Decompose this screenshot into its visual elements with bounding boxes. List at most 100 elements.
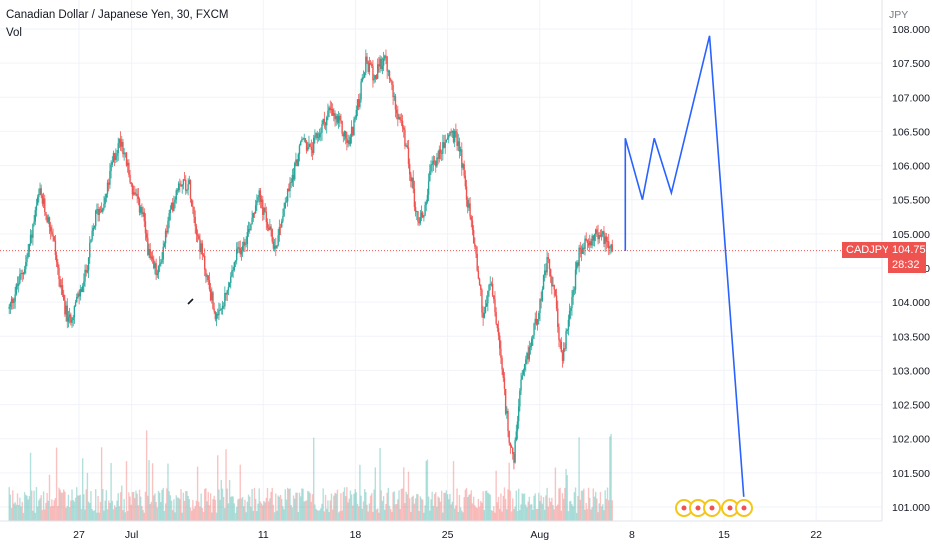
volume-bar — [404, 503, 406, 521]
volume-bar — [347, 502, 349, 521]
candle-body — [310, 146, 313, 150]
volume-bar — [79, 494, 82, 521]
candle-body — [246, 232, 249, 244]
volume-bar — [549, 501, 552, 521]
volume-bar — [58, 487, 60, 521]
candle-body — [17, 283, 20, 286]
volume-bar — [367, 511, 369, 521]
volume-bar — [110, 462, 112, 521]
candle-body — [353, 119, 355, 135]
candle-body — [362, 77, 365, 79]
volume-bar — [256, 511, 258, 521]
volume-bar — [288, 488, 290, 521]
candle-body — [390, 79, 392, 81]
candle-body — [343, 131, 346, 137]
volume-bar — [430, 499, 432, 521]
volume-bar — [531, 504, 533, 521]
candle-body — [323, 119, 326, 123]
volume-bar — [574, 487, 577, 521]
candle-body — [469, 203, 471, 217]
candle-body — [529, 346, 532, 348]
candle-body — [320, 132, 322, 134]
volume-bar — [117, 493, 119, 521]
candle-body — [284, 202, 286, 209]
volume-bar — [78, 495, 80, 521]
volume-bar — [302, 488, 304, 521]
volume-bar — [527, 501, 529, 521]
candle-body — [253, 212, 256, 214]
candle-body — [440, 152, 443, 154]
candle-body — [541, 289, 544, 301]
candle-body — [506, 411, 508, 414]
candle-body — [84, 269, 86, 282]
volume-bar — [46, 492, 48, 521]
candle-body — [205, 269, 207, 277]
candle-body — [572, 290, 574, 297]
volume-bar — [260, 503, 263, 521]
candle-body — [451, 131, 454, 133]
volume-bar — [209, 493, 212, 521]
volume-bar — [227, 503, 230, 521]
volume-bar — [528, 496, 531, 521]
volume-bar — [174, 512, 176, 521]
candle-body — [295, 159, 297, 164]
volume-bar — [112, 509, 115, 521]
volume-bar — [438, 497, 440, 521]
price-tick-label: 107.000 — [892, 92, 930, 104]
candle-body — [58, 267, 60, 280]
volume-bar — [433, 493, 436, 521]
volume-bar — [222, 496, 225, 521]
candle-body — [130, 182, 132, 185]
volume-bar — [53, 500, 55, 521]
volume-bar — [296, 492, 298, 521]
volume-bar — [541, 503, 544, 521]
candle-body — [185, 179, 187, 191]
volume-bar — [86, 472, 89, 521]
candle-body — [339, 115, 341, 121]
volume-bar — [448, 499, 450, 521]
candle-body — [531, 338, 533, 347]
candle-body — [546, 257, 548, 273]
volume-bar — [609, 436, 611, 521]
volume-bar — [144, 491, 147, 521]
candle-body — [228, 282, 231, 288]
candle-body — [150, 256, 153, 259]
candle-body — [439, 149, 442, 153]
candle-body — [154, 263, 156, 269]
candle-body — [247, 229, 250, 233]
candle-body — [522, 369, 525, 376]
volume-bar — [91, 509, 93, 521]
candle-body — [356, 99, 359, 110]
candle-body — [445, 139, 448, 143]
volume-bar — [533, 495, 535, 521]
candle-body — [157, 265, 160, 274]
candle-body — [200, 243, 202, 253]
candle-body — [555, 295, 558, 309]
volume-bar — [104, 500, 106, 521]
volume-bar — [283, 509, 285, 521]
volume-bar — [406, 494, 408, 521]
candle-body — [393, 96, 395, 98]
candle-body — [57, 262, 59, 268]
candle-body — [226, 290, 228, 295]
volume-bar — [247, 494, 250, 521]
candle-body — [125, 152, 128, 166]
volume-bar — [27, 499, 29, 521]
volume-bar — [297, 512, 300, 521]
volume-bar — [147, 495, 149, 521]
volume-bar — [135, 490, 137, 521]
candle-body — [532, 335, 534, 339]
candle-body — [401, 120, 404, 128]
volume-bar — [369, 495, 372, 521]
candle-body — [196, 234, 199, 236]
volume-bar — [558, 488, 560, 521]
volume-bar — [276, 510, 278, 521]
candle-body — [597, 232, 599, 240]
volume-bar — [443, 492, 445, 521]
candle-body — [509, 442, 512, 446]
candle-body — [296, 159, 298, 167]
volume-indicator-label[interactable]: Vol — [6, 27, 22, 39]
volume-bar — [249, 496, 251, 521]
candle-body — [499, 335, 501, 349]
